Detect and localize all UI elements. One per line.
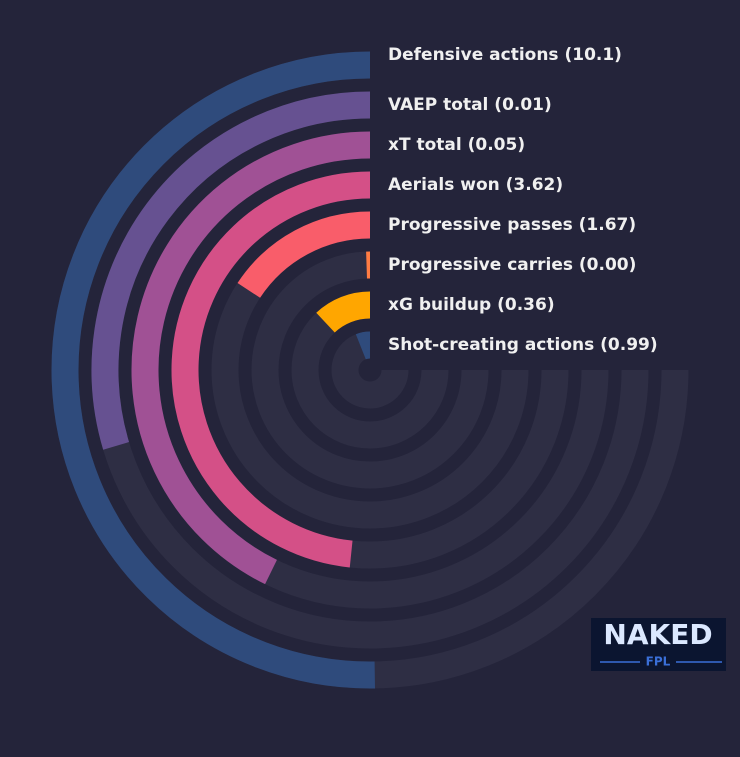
logo-title: NAKED (603, 618, 712, 651)
bar (316, 291, 371, 333)
logo-subtitle: FPL (646, 655, 671, 669)
bar-label: xT total (0.05) (388, 135, 525, 155)
bar (91, 91, 371, 450)
bar-label: Defensive actions (10.1) (388, 45, 622, 65)
bar-label: Progressive carries (0.00) (388, 255, 636, 275)
bar-label: Progressive passes (1.67) (388, 215, 636, 235)
bar-label: VAEP total (0.01) (388, 95, 552, 115)
bar-label: Shot-creating actions (0.99) (388, 335, 658, 355)
track (251, 251, 489, 489)
track (331, 331, 409, 409)
bar-label: Aerials won (3.62) (388, 175, 563, 195)
bar (355, 331, 371, 360)
bar (131, 131, 371, 585)
bar (51, 51, 375, 689)
bar (171, 171, 371, 568)
bar (237, 211, 371, 299)
bar-label: xG buildup (0.36) (388, 295, 555, 315)
logo: NAKED FPL (591, 618, 726, 671)
